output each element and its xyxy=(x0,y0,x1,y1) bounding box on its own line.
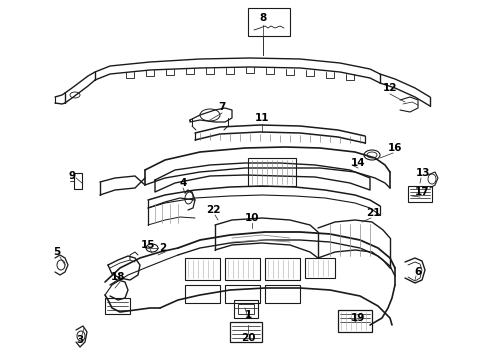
Bar xyxy=(185,285,220,303)
Text: 9: 9 xyxy=(69,171,75,181)
Bar xyxy=(265,258,300,280)
Text: 16: 16 xyxy=(388,143,402,153)
Bar xyxy=(230,322,262,342)
Text: 2: 2 xyxy=(159,243,167,253)
Text: 11: 11 xyxy=(255,113,269,123)
Text: 22: 22 xyxy=(206,205,220,215)
Bar xyxy=(185,258,220,280)
Bar xyxy=(305,258,335,278)
Text: 7: 7 xyxy=(219,102,226,112)
Text: 21: 21 xyxy=(366,208,380,218)
Text: 4: 4 xyxy=(179,178,187,188)
Text: 17: 17 xyxy=(415,187,429,197)
Bar xyxy=(105,298,130,314)
Text: 20: 20 xyxy=(241,333,255,343)
Bar xyxy=(234,300,258,318)
Text: 8: 8 xyxy=(259,13,267,23)
Bar xyxy=(248,158,296,186)
Text: 6: 6 xyxy=(415,267,421,277)
Bar xyxy=(225,285,260,303)
Bar xyxy=(238,304,254,314)
Bar xyxy=(265,285,300,303)
Text: 10: 10 xyxy=(245,213,259,223)
Text: 18: 18 xyxy=(111,272,125,282)
Text: 3: 3 xyxy=(76,335,84,345)
Text: 14: 14 xyxy=(351,158,366,168)
Bar xyxy=(408,186,432,202)
Text: 15: 15 xyxy=(141,240,155,250)
Text: 1: 1 xyxy=(245,310,252,320)
Text: 5: 5 xyxy=(53,247,61,257)
Bar xyxy=(225,258,260,280)
Bar xyxy=(338,310,372,332)
Text: 19: 19 xyxy=(351,313,365,323)
Bar xyxy=(248,8,290,36)
Bar xyxy=(74,173,82,189)
Text: 13: 13 xyxy=(416,168,430,178)
Text: 12: 12 xyxy=(383,83,397,93)
